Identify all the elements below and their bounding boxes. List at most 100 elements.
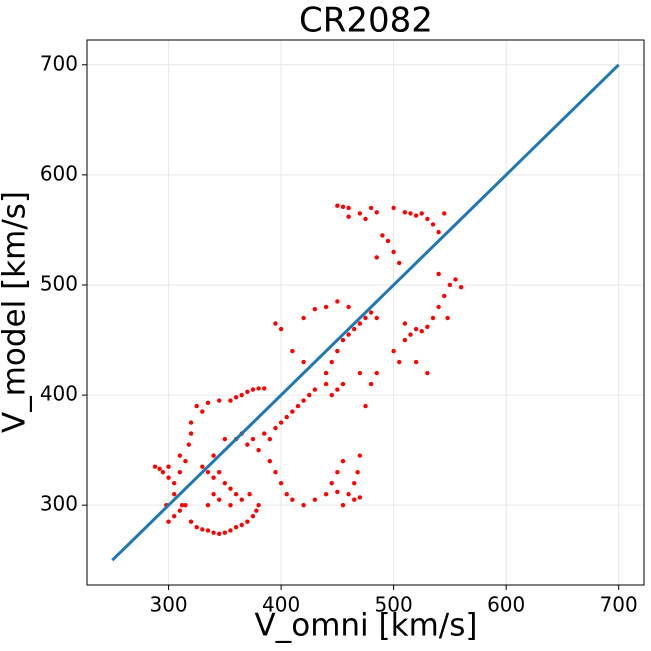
point	[222, 436, 228, 442]
point	[436, 229, 441, 235]
point	[335, 348, 340, 354]
point	[442, 293, 447, 299]
point	[323, 381, 329, 387]
point	[391, 205, 396, 211]
point	[335, 489, 340, 495]
point	[256, 447, 261, 453]
point	[340, 502, 346, 508]
point	[374, 315, 379, 321]
point	[352, 497, 357, 502]
point	[301, 398, 306, 403]
point	[239, 497, 244, 502]
point	[340, 204, 346, 210]
point	[194, 403, 199, 409]
point	[245, 519, 250, 524]
point	[200, 409, 205, 414]
point	[194, 524, 199, 530]
point	[430, 315, 436, 321]
point	[254, 508, 259, 513]
x-tick-label: 500	[375, 593, 413, 617]
point	[397, 260, 402, 266]
point	[323, 491, 329, 497]
point	[152, 464, 158, 469]
point	[391, 348, 396, 354]
point	[374, 255, 379, 260]
point	[419, 329, 424, 334]
point	[340, 458, 346, 464]
point	[188, 420, 194, 425]
point	[323, 304, 329, 310]
point	[346, 332, 351, 337]
point	[346, 205, 351, 211]
point	[245, 442, 250, 447]
point	[363, 216, 368, 222]
point	[340, 381, 346, 387]
point	[357, 211, 363, 216]
point	[312, 306, 318, 312]
point	[183, 458, 188, 464]
point	[323, 370, 329, 376]
point	[228, 398, 233, 403]
point	[436, 304, 441, 310]
point	[284, 491, 289, 497]
point	[217, 497, 222, 502]
point	[402, 321, 408, 326]
point	[217, 531, 222, 537]
point	[346, 491, 351, 497]
point	[233, 395, 239, 400]
point	[273, 425, 278, 431]
point	[442, 211, 447, 216]
point	[217, 469, 222, 475]
point	[262, 431, 267, 436]
point	[200, 527, 205, 532]
point	[295, 403, 301, 409]
point	[357, 453, 363, 458]
point	[250, 387, 256, 392]
point	[357, 321, 363, 326]
point	[397, 359, 402, 365]
point	[273, 469, 278, 475]
point	[177, 469, 183, 475]
point	[425, 216, 430, 222]
point	[222, 530, 228, 535]
point	[374, 210, 379, 215]
point	[166, 475, 171, 480]
point	[245, 389, 250, 394]
x-tick-label: 300	[149, 593, 187, 617]
point	[425, 324, 430, 330]
point	[188, 519, 194, 524]
point	[368, 381, 374, 387]
point	[172, 491, 177, 497]
point	[290, 348, 295, 354]
point	[228, 502, 233, 508]
point	[177, 453, 183, 458]
point	[267, 436, 273, 442]
point	[368, 205, 374, 211]
point	[413, 326, 419, 332]
point	[430, 222, 436, 227]
point	[172, 513, 177, 519]
point	[352, 480, 357, 486]
point	[329, 359, 334, 365]
point	[247, 491, 252, 497]
point	[402, 210, 408, 215]
point	[278, 326, 284, 332]
point	[284, 414, 289, 420]
point	[262, 386, 267, 391]
x-tick-label: 700	[600, 593, 638, 617]
point	[445, 315, 450, 321]
point	[391, 249, 396, 255]
point	[453, 277, 458, 282]
point	[312, 387, 318, 392]
point	[160, 469, 166, 475]
point	[172, 480, 177, 486]
point	[228, 528, 233, 533]
point	[329, 392, 334, 398]
point	[205, 502, 211, 508]
point	[402, 337, 408, 343]
point	[436, 271, 441, 277]
point	[312, 497, 318, 502]
point	[233, 491, 239, 497]
point	[408, 332, 413, 337]
